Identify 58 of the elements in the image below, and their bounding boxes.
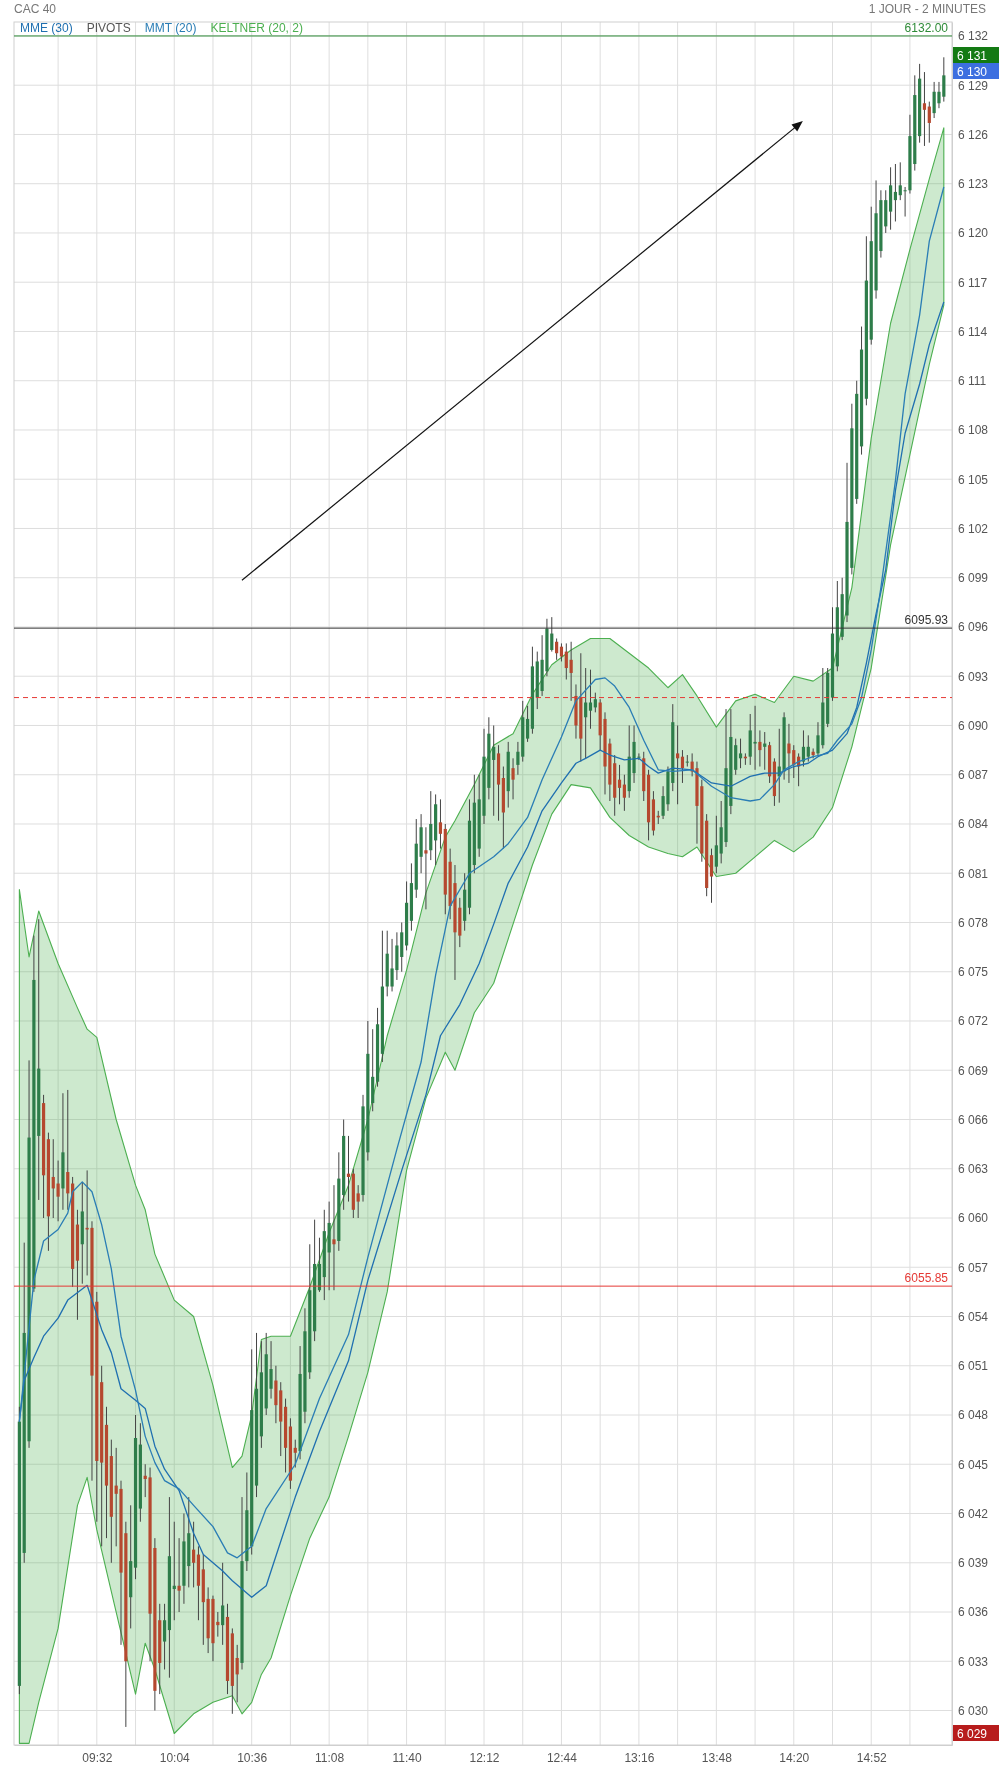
x-tick-label: 12:44 — [546, 1750, 578, 1765]
y-tick-label: 6 069 — [958, 1063, 989, 1078]
y-tick-label: 6 033 — [958, 1654, 989, 1669]
y-tick-label: 6 111 — [958, 374, 987, 389]
x-tick-label: 10:36 — [237, 1750, 268, 1765]
y-tick-label: 6 132 — [958, 29, 989, 44]
text: MME (30) — [20, 21, 73, 35]
text: MMT (20) — [144, 21, 197, 35]
x-tick-label: 12:12 — [469, 1750, 500, 1765]
y-tick-label: 6 117 — [958, 275, 988, 290]
y-tick-label: 6 066 — [958, 1112, 989, 1127]
y-tick-label: 6 060 — [958, 1211, 989, 1226]
y-tick-label: 6 048 — [958, 1408, 989, 1423]
y-tick-label: 6 063 — [958, 1162, 989, 1177]
x-tick-label: 11:08 — [315, 1750, 345, 1765]
y-tick-label: 6 120 — [958, 226, 989, 241]
y-tick-label: 6 102 — [958, 521, 989, 536]
y-tick-label: 6 057 — [958, 1260, 989, 1275]
y-tick-label: 6 078 — [958, 915, 989, 930]
x-tick-label: 10:04 — [159, 1750, 191, 1765]
y-tick-label: 6 129 — [958, 78, 989, 93]
y-tick-label: 6 039 — [958, 1556, 989, 1571]
chart-subtitle: 1 JOUR - 2 MINUTES — [868, 2, 986, 16]
ref-line-label: 6055.85 — [904, 1271, 949, 1286]
y-tick-label: 6 042 — [958, 1506, 989, 1521]
y-tick-label: 6 096 — [958, 620, 989, 635]
x-tick-label: 13:16 — [624, 1750, 655, 1765]
y-tick-label: 6 126 — [958, 127, 989, 142]
text: 6 130 — [957, 64, 988, 79]
y-tick-label: 6 093 — [958, 669, 989, 684]
y-tick-label: 6 090 — [958, 718, 989, 733]
y-tick-label: 6 087 — [958, 768, 989, 783]
y-tick-label: 6 099 — [958, 571, 989, 586]
y-tick-label: 6 072 — [958, 1014, 989, 1029]
y-tick-label: 6 081 — [958, 866, 989, 881]
legend-label: KELTNER (20, 2) — [210, 21, 303, 35]
y-tick-label: 6 030 — [958, 1703, 989, 1718]
x-tick-label: 11:40 — [392, 1750, 422, 1765]
ref-line-label: 6132.00 — [904, 20, 949, 35]
x-tick-label: 14:52 — [856, 1750, 888, 1765]
y-tick-label: 6 036 — [958, 1605, 989, 1620]
y-tick-label: 6 123 — [958, 177, 989, 192]
y-tick-label: 6 114 — [958, 324, 988, 339]
y-tick-label: 6 075 — [958, 965, 989, 980]
ref-line-label: 6095.93 — [904, 613, 949, 628]
text: 6 131 — [957, 48, 988, 63]
text: 6 029 — [957, 1726, 988, 1741]
x-tick-label: 09:32 — [82, 1750, 113, 1765]
annotation: PIVOTS — [86, 21, 131, 35]
y-tick-label: 6 105 — [958, 472, 989, 487]
y-tick-label: 6 054 — [958, 1309, 989, 1324]
chart-title: CAC 40 — [14, 2, 57, 16]
y-tick-label: 6 045 — [958, 1457, 989, 1472]
x-tick-label: 14:20 — [779, 1750, 810, 1765]
x-tick-label: 13:48 — [701, 1750, 733, 1765]
y-tick-label: 6 108 — [958, 423, 989, 438]
y-tick-label: 6 051 — [958, 1359, 989, 1374]
y-tick-label: 6 084 — [958, 817, 989, 832]
